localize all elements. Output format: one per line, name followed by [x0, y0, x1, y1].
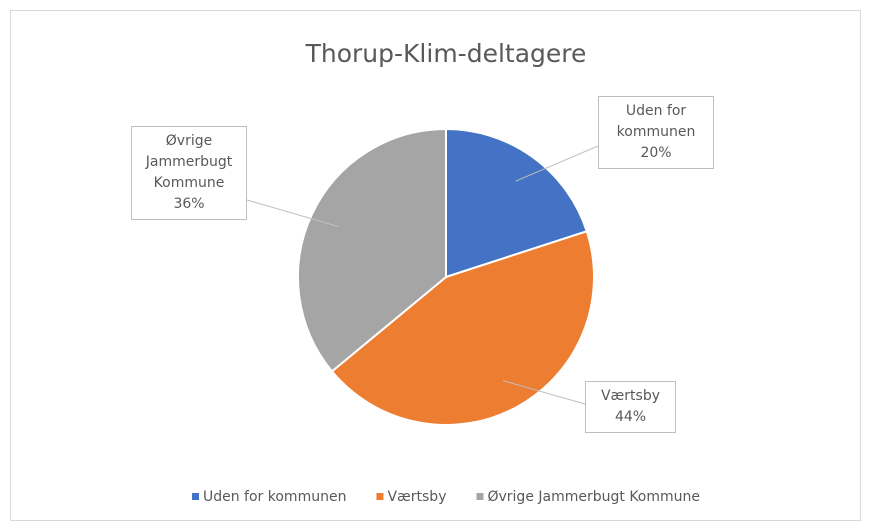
- chart-title: Thorup-Klim-deltagere: [305, 39, 587, 68]
- leader-line: [502, 380, 586, 405]
- data-label-category: Øvrige Jammerbugt Kommune: [145, 133, 233, 191]
- pie-slice: [445, 127, 589, 279]
- pie-slice: [297, 127, 447, 373]
- pie-slice: [330, 230, 595, 426]
- legend-label: Uden for kommunen: [203, 489, 346, 505]
- data-label-value: 20%: [640, 145, 672, 161]
- data-label-category: Uden for kommunen: [616, 103, 696, 140]
- data-label-value: 36%: [173, 196, 205, 212]
- legend-label: Øvrige Jammerbugt Kommune: [487, 489, 700, 505]
- data-label: Øvrige Jammerbugt Kommune 36%: [131, 126, 247, 220]
- legend-swatch: [191, 493, 199, 500]
- legend-label: Værtsby: [387, 489, 446, 505]
- data-label: Uden for kommunen 20%: [598, 96, 714, 169]
- data-label-value: 44%: [614, 409, 647, 425]
- leader-line: [246, 199, 340, 228]
- data-label: Værtsby 44%: [585, 381, 676, 433]
- data-label-category: Værtsby: [600, 388, 661, 404]
- leader-line: [515, 145, 599, 182]
- legend-swatch: [376, 493, 384, 500]
- legend-swatch: [476, 493, 484, 500]
